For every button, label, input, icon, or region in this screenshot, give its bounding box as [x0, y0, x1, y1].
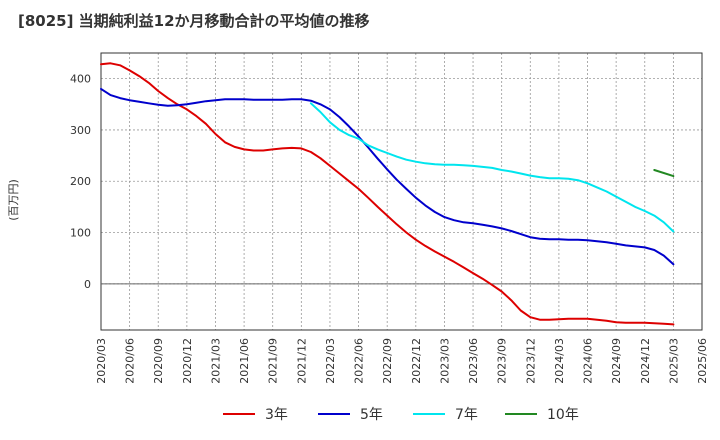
y-axis-label: (百万円)	[7, 179, 20, 221]
y-tick-label: 0	[84, 278, 91, 291]
axes	[100, 52, 703, 331]
legend-label: 3年	[265, 407, 288, 423]
x-tick-label: 2023/12	[524, 338, 537, 384]
x-tick-label: 2021/03	[209, 338, 222, 384]
y-tick-label: 300	[70, 124, 91, 137]
series-line-2	[309, 102, 675, 233]
x-tick-label: 2025/03	[667, 338, 680, 384]
x-tick-label: 2021/06	[238, 338, 251, 384]
series-line-3	[653, 169, 675, 178]
legend-label: 5年	[360, 407, 383, 423]
x-tick-label: 2023/06	[467, 338, 480, 384]
chart-title: [8025] 当期純利益12か月移動合計の平均値の推移	[18, 12, 370, 30]
y-tick-label: 100	[70, 227, 91, 240]
x-tick-label: 2021/12	[295, 338, 308, 384]
legend: 3年 5年 7年 10年	[223, 407, 579, 423]
series-lines	[100, 62, 675, 326]
x-tick-label: 2023/03	[438, 338, 451, 384]
x-tick-label: 2024/06	[582, 338, 595, 384]
x-tick-label: 2020/03	[95, 338, 108, 384]
plot-frame	[100, 52, 703, 331]
gridlines	[100, 53, 703, 330]
x-tick-label: 2022/12	[410, 338, 423, 384]
x-tick-label: 2020/09	[152, 338, 165, 384]
y-tick-label: 400	[70, 73, 91, 86]
y-tick-labels: 0 100 200 300 400	[70, 73, 91, 291]
x-tick-label: 2024/03	[553, 338, 566, 384]
x-tick-label: 2020/06	[124, 338, 137, 384]
x-tick-label: 2022/06	[353, 338, 366, 384]
x-tick-label: 2021/09	[267, 338, 280, 384]
series-line-0	[100, 62, 675, 326]
x-tick-label: 2023/09	[496, 338, 509, 384]
x-tick-label: 2020/12	[181, 338, 194, 384]
legend-label: 7年	[455, 407, 478, 423]
x-tick-label: 2022/09	[381, 338, 394, 384]
x-tick-label: 2024/12	[639, 338, 652, 384]
x-tick-label: 2022/03	[324, 338, 337, 384]
legend-label: 10年	[547, 407, 579, 423]
x-tick-label: 2025/06	[696, 338, 709, 384]
x-tick-labels: 2020/03 2020/06 2020/09 2020/12 2021/03 2021/…	[95, 338, 709, 384]
y-tick-label: 200	[70, 175, 91, 188]
x-tick-label: 2024/09	[610, 338, 623, 384]
series-line-1	[100, 87, 675, 266]
